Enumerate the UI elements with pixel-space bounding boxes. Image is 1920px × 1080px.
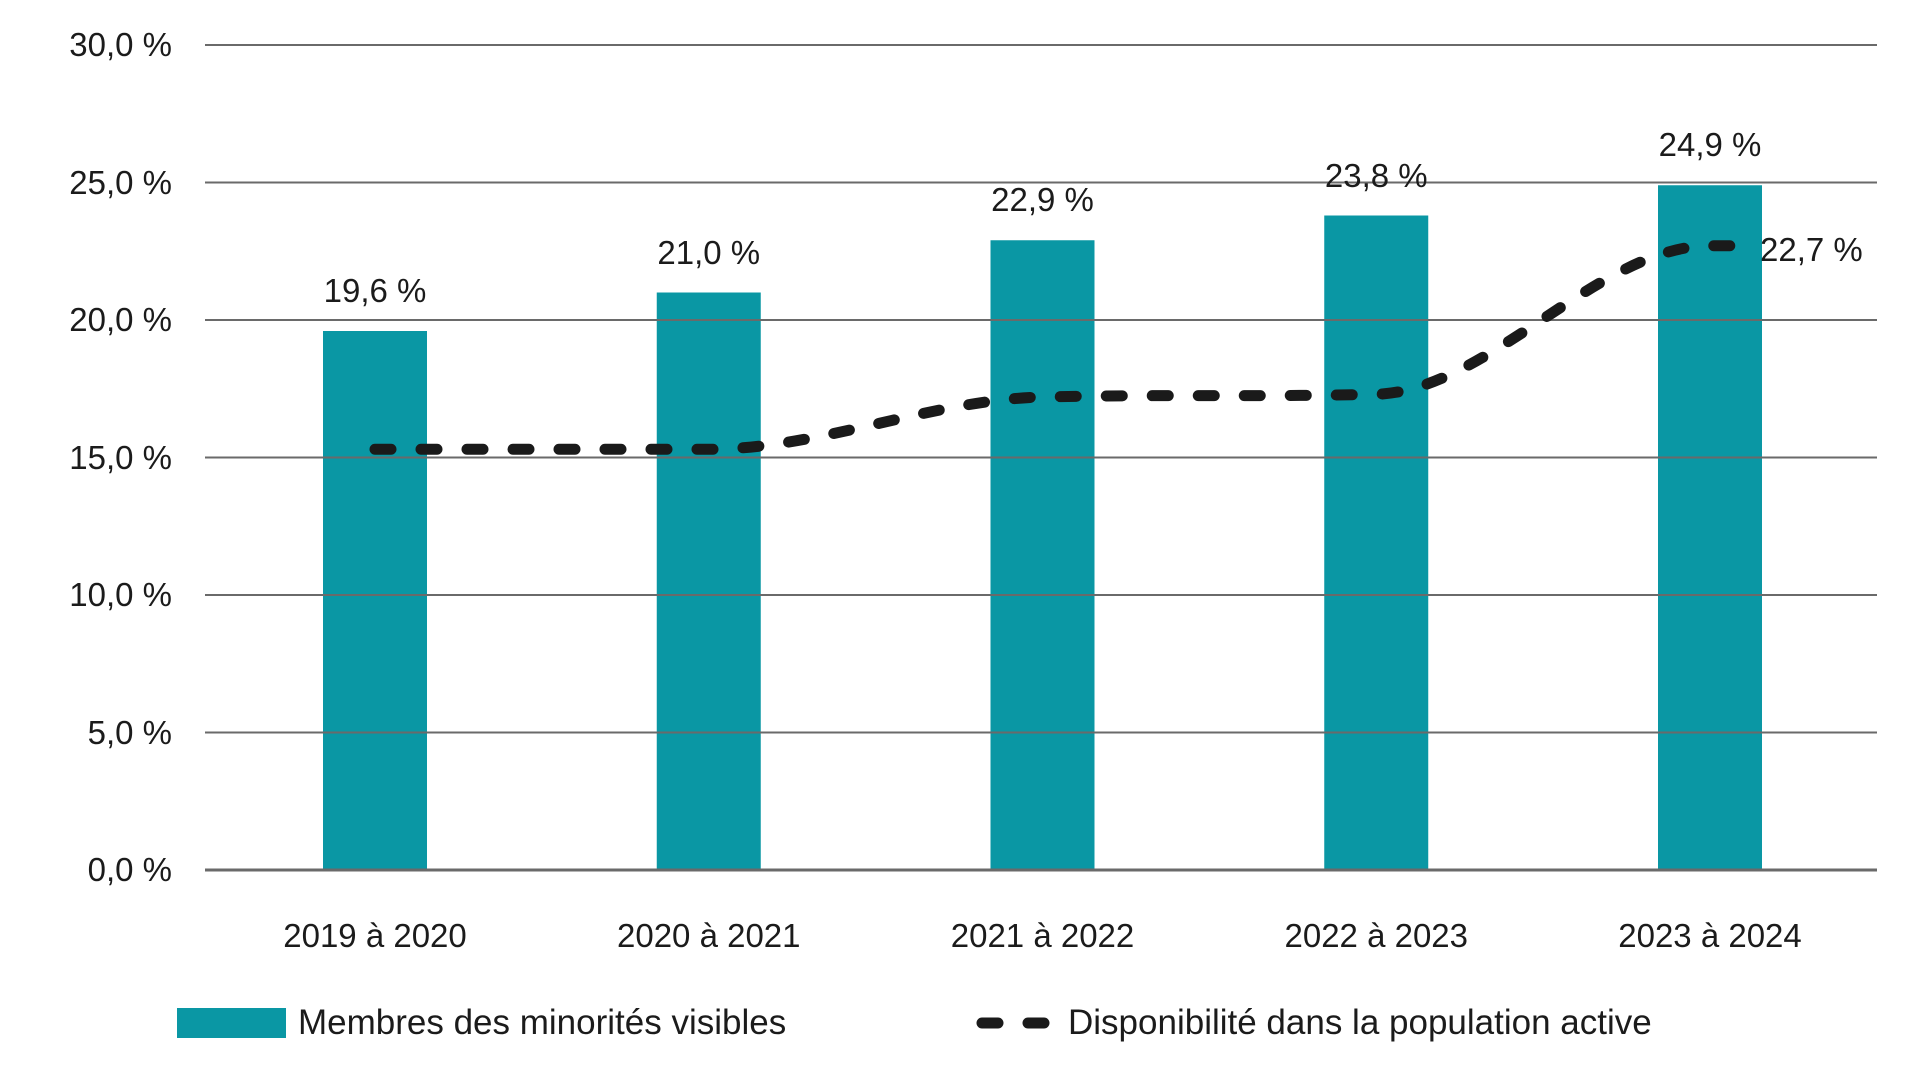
x-axis-category-label: 2022 à 2023 xyxy=(1284,917,1468,954)
y-axis-tick-label: 10,0 % xyxy=(69,576,172,613)
y-axis-tick-label: 5,0 % xyxy=(87,713,172,751)
bar-data-label: 24,9 % xyxy=(1658,126,1762,164)
line-end-data-label: 22,7 % xyxy=(1760,231,1863,268)
bar-1 xyxy=(323,331,427,870)
y-axis-tick-label: 25,0 % xyxy=(69,163,172,201)
bar-5 xyxy=(1658,185,1762,870)
bar-data-label: 23,8 % xyxy=(1324,156,1428,194)
x-axis-category-label: 2021 à 2022 xyxy=(950,917,1135,954)
bar-2 xyxy=(656,292,761,870)
x-axis-category-label: 2019 à 2020 xyxy=(283,917,467,954)
bar-4 xyxy=(1324,215,1429,870)
x-axis-category-label: 2023 à 2024 xyxy=(1618,917,1802,954)
y-axis-tick-label: 30,0 % xyxy=(69,26,172,63)
bar-data-label: 22,9 % xyxy=(991,181,1094,219)
y-axis-tick-label: 15,0 % xyxy=(69,438,172,476)
bar-data-label: 19,6 % xyxy=(323,272,427,309)
legend-label-bars: Membres des minorités visibles xyxy=(298,1003,787,1042)
x-axis-category-label: 2020 à 2021 xyxy=(616,917,801,954)
bar-data-label: 21,0 % xyxy=(657,233,761,271)
legend-bar-swatch xyxy=(177,1008,286,1038)
availability-dashed-line xyxy=(369,240,1762,455)
y-axis-tick-label: 20,0 % xyxy=(69,301,172,338)
y-axis-tick-label: 0,0 % xyxy=(87,851,172,888)
legend-label-line: Disponibilité dans la population active xyxy=(1068,1003,1652,1042)
bar-3 xyxy=(990,240,1095,870)
